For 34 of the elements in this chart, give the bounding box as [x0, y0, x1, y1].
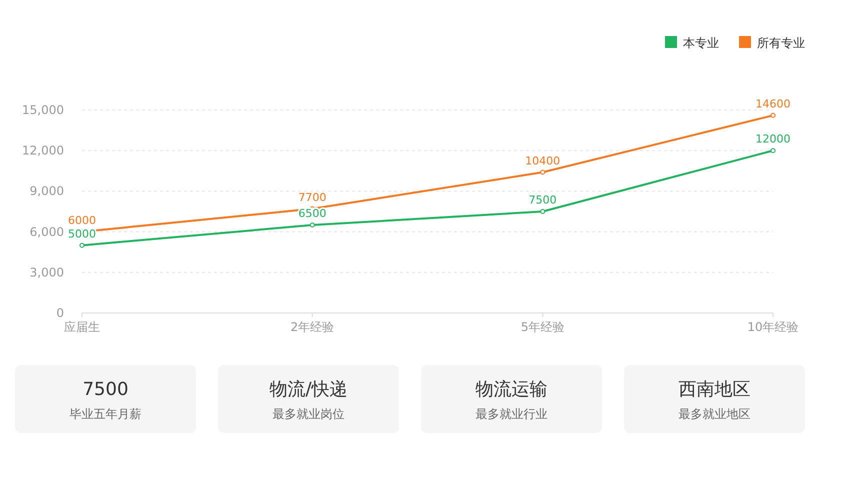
- text: 最多就业岗位: [272, 407, 344, 421]
- data-label: 10400: [525, 154, 560, 168]
- x-tick-label: 5年经验: [520, 320, 564, 334]
- text: 西南地区: [678, 379, 750, 400]
- y-tick-label: 9,000: [30, 184, 64, 198]
- text: 最多就业地区: [678, 407, 750, 421]
- x-tick-label: 应届生: [64, 320, 100, 334]
- legend-label: 本专业: [683, 36, 719, 50]
- text: 物流运输: [476, 379, 548, 400]
- data-label: 7500: [528, 194, 557, 206]
- x-tick-label: 10年经验: [747, 320, 799, 334]
- y-tick-label: 3,000: [30, 265, 64, 280]
- point: [310, 222, 315, 228]
- text: 7500: [82, 379, 128, 400]
- point: [540, 170, 546, 175]
- data-label: 6000: [68, 214, 96, 227]
- text: 毕业五年月薪: [70, 407, 142, 421]
- y-tick-label: 15,000: [22, 103, 64, 117]
- point: [770, 148, 776, 154]
- data-label: 7700: [298, 190, 326, 204]
- point: [770, 112, 776, 118]
- y-tick-label: 0: [56, 306, 64, 320]
- y-tick-label: 6,000: [30, 224, 64, 239]
- text: 物流/快递: [269, 379, 348, 400]
- data-label: 5000: [68, 227, 96, 240]
- data-label: 6500: [298, 207, 326, 220]
- data-label: 14600: [756, 97, 790, 110]
- y-tick-label: 12,000: [22, 144, 64, 158]
- text: 最多就业行业: [476, 407, 548, 421]
- data-label: 12000: [756, 132, 790, 146]
- point: [540, 209, 546, 214]
- x-tick-label: 2年经验: [290, 320, 334, 334]
- point: [80, 242, 84, 248]
- legend-label: 所有专业: [757, 36, 805, 50]
